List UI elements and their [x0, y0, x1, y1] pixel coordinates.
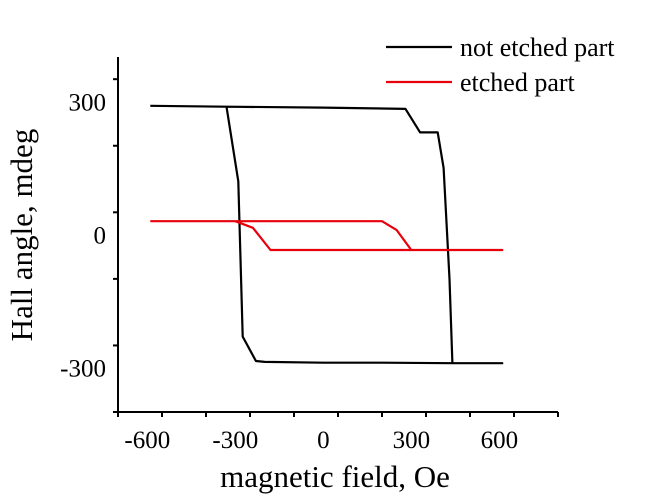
axes: -600 -300 0 300 600 -300 0 300	[60, 57, 559, 454]
x-tick-label: 0	[317, 427, 330, 454]
x-tick-label: -600	[124, 427, 170, 454]
series-line-not-etched	[150, 104, 504, 365]
x-tick-label: -300	[212, 427, 258, 454]
series-line-etched	[150, 220, 504, 252]
y-tick-label: 300	[69, 89, 107, 116]
legend-label-not-etched: not etched part	[460, 33, 615, 62]
series-layer	[150, 104, 504, 365]
y-tick-label: 0	[94, 223, 107, 250]
x-tick-label: 300	[393, 427, 431, 454]
x-tick-label: 600	[481, 427, 519, 454]
x-axis-title: magnetic field, Oe	[220, 459, 450, 494]
legend-label-etched: etched part	[460, 68, 576, 97]
y-tick-label: -300	[60, 356, 106, 383]
legend: not etched part etched part	[386, 33, 615, 97]
y-axis-title: Hall angle, mdeg	[4, 129, 39, 342]
